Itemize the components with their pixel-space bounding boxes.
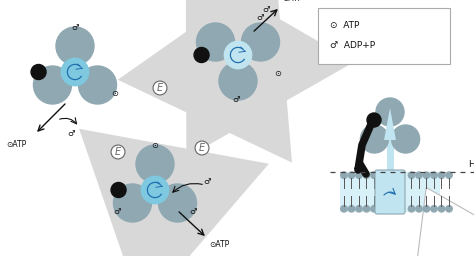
- Text: ♂: ♂: [232, 94, 240, 103]
- Text: ♂: ♂: [67, 130, 75, 138]
- Text: ⊙: ⊙: [111, 90, 118, 99]
- Circle shape: [438, 206, 445, 212]
- Circle shape: [158, 184, 197, 222]
- Circle shape: [356, 206, 362, 212]
- Circle shape: [31, 65, 46, 80]
- FancyBboxPatch shape: [387, 140, 394, 172]
- Circle shape: [136, 145, 174, 183]
- Circle shape: [371, 172, 377, 178]
- Text: ⊙ATP: ⊙ATP: [209, 240, 229, 249]
- Circle shape: [79, 66, 117, 104]
- Circle shape: [392, 125, 419, 153]
- Circle shape: [141, 176, 169, 204]
- Circle shape: [194, 48, 209, 62]
- Circle shape: [423, 172, 430, 178]
- Text: E: E: [199, 143, 205, 153]
- Circle shape: [348, 172, 355, 178]
- Text: ⊙ATP: ⊙ATP: [7, 140, 27, 149]
- Text: ⊙: ⊙: [274, 69, 282, 78]
- Text: E: E: [157, 83, 163, 93]
- Circle shape: [113, 184, 152, 222]
- Text: ♂: ♂: [203, 177, 211, 187]
- Circle shape: [376, 98, 404, 126]
- Text: E: E: [115, 147, 121, 157]
- Circle shape: [431, 172, 437, 178]
- Circle shape: [363, 206, 370, 212]
- Circle shape: [242, 23, 280, 61]
- Text: ♂  ADP+P: ♂ ADP+P: [330, 41, 375, 50]
- Circle shape: [61, 58, 89, 86]
- Text: ⊙: ⊙: [152, 141, 158, 150]
- Circle shape: [431, 206, 437, 212]
- Circle shape: [56, 27, 94, 65]
- Circle shape: [446, 172, 452, 178]
- Text: ⊙ATP: ⊙ATP: [282, 0, 302, 3]
- Circle shape: [423, 206, 430, 212]
- Circle shape: [34, 66, 72, 104]
- Circle shape: [360, 125, 388, 153]
- Text: ⊙  ATP: ⊙ ATP: [330, 22, 359, 30]
- Circle shape: [371, 206, 377, 212]
- Circle shape: [416, 206, 422, 212]
- Circle shape: [438, 172, 445, 178]
- FancyBboxPatch shape: [375, 170, 405, 214]
- Circle shape: [348, 206, 355, 212]
- Circle shape: [356, 172, 362, 178]
- Circle shape: [408, 172, 415, 178]
- Polygon shape: [384, 108, 396, 140]
- FancyBboxPatch shape: [340, 172, 440, 212]
- Text: ♂: ♂: [256, 13, 264, 22]
- Text: ♂: ♂: [262, 5, 270, 14]
- Circle shape: [408, 206, 415, 212]
- Circle shape: [363, 172, 370, 178]
- Circle shape: [224, 41, 252, 69]
- Circle shape: [111, 183, 126, 197]
- Circle shape: [446, 206, 452, 212]
- Circle shape: [219, 62, 257, 100]
- Text: ♂: ♂: [71, 23, 79, 31]
- Text: ♂: ♂: [189, 208, 197, 217]
- Circle shape: [197, 23, 235, 61]
- Circle shape: [367, 113, 381, 127]
- Circle shape: [341, 206, 347, 212]
- Circle shape: [416, 172, 422, 178]
- Text: ♂: ♂: [113, 208, 121, 217]
- FancyBboxPatch shape: [318, 8, 450, 64]
- Circle shape: [341, 172, 347, 178]
- Text: H$^+$: H$^+$: [468, 158, 474, 170]
